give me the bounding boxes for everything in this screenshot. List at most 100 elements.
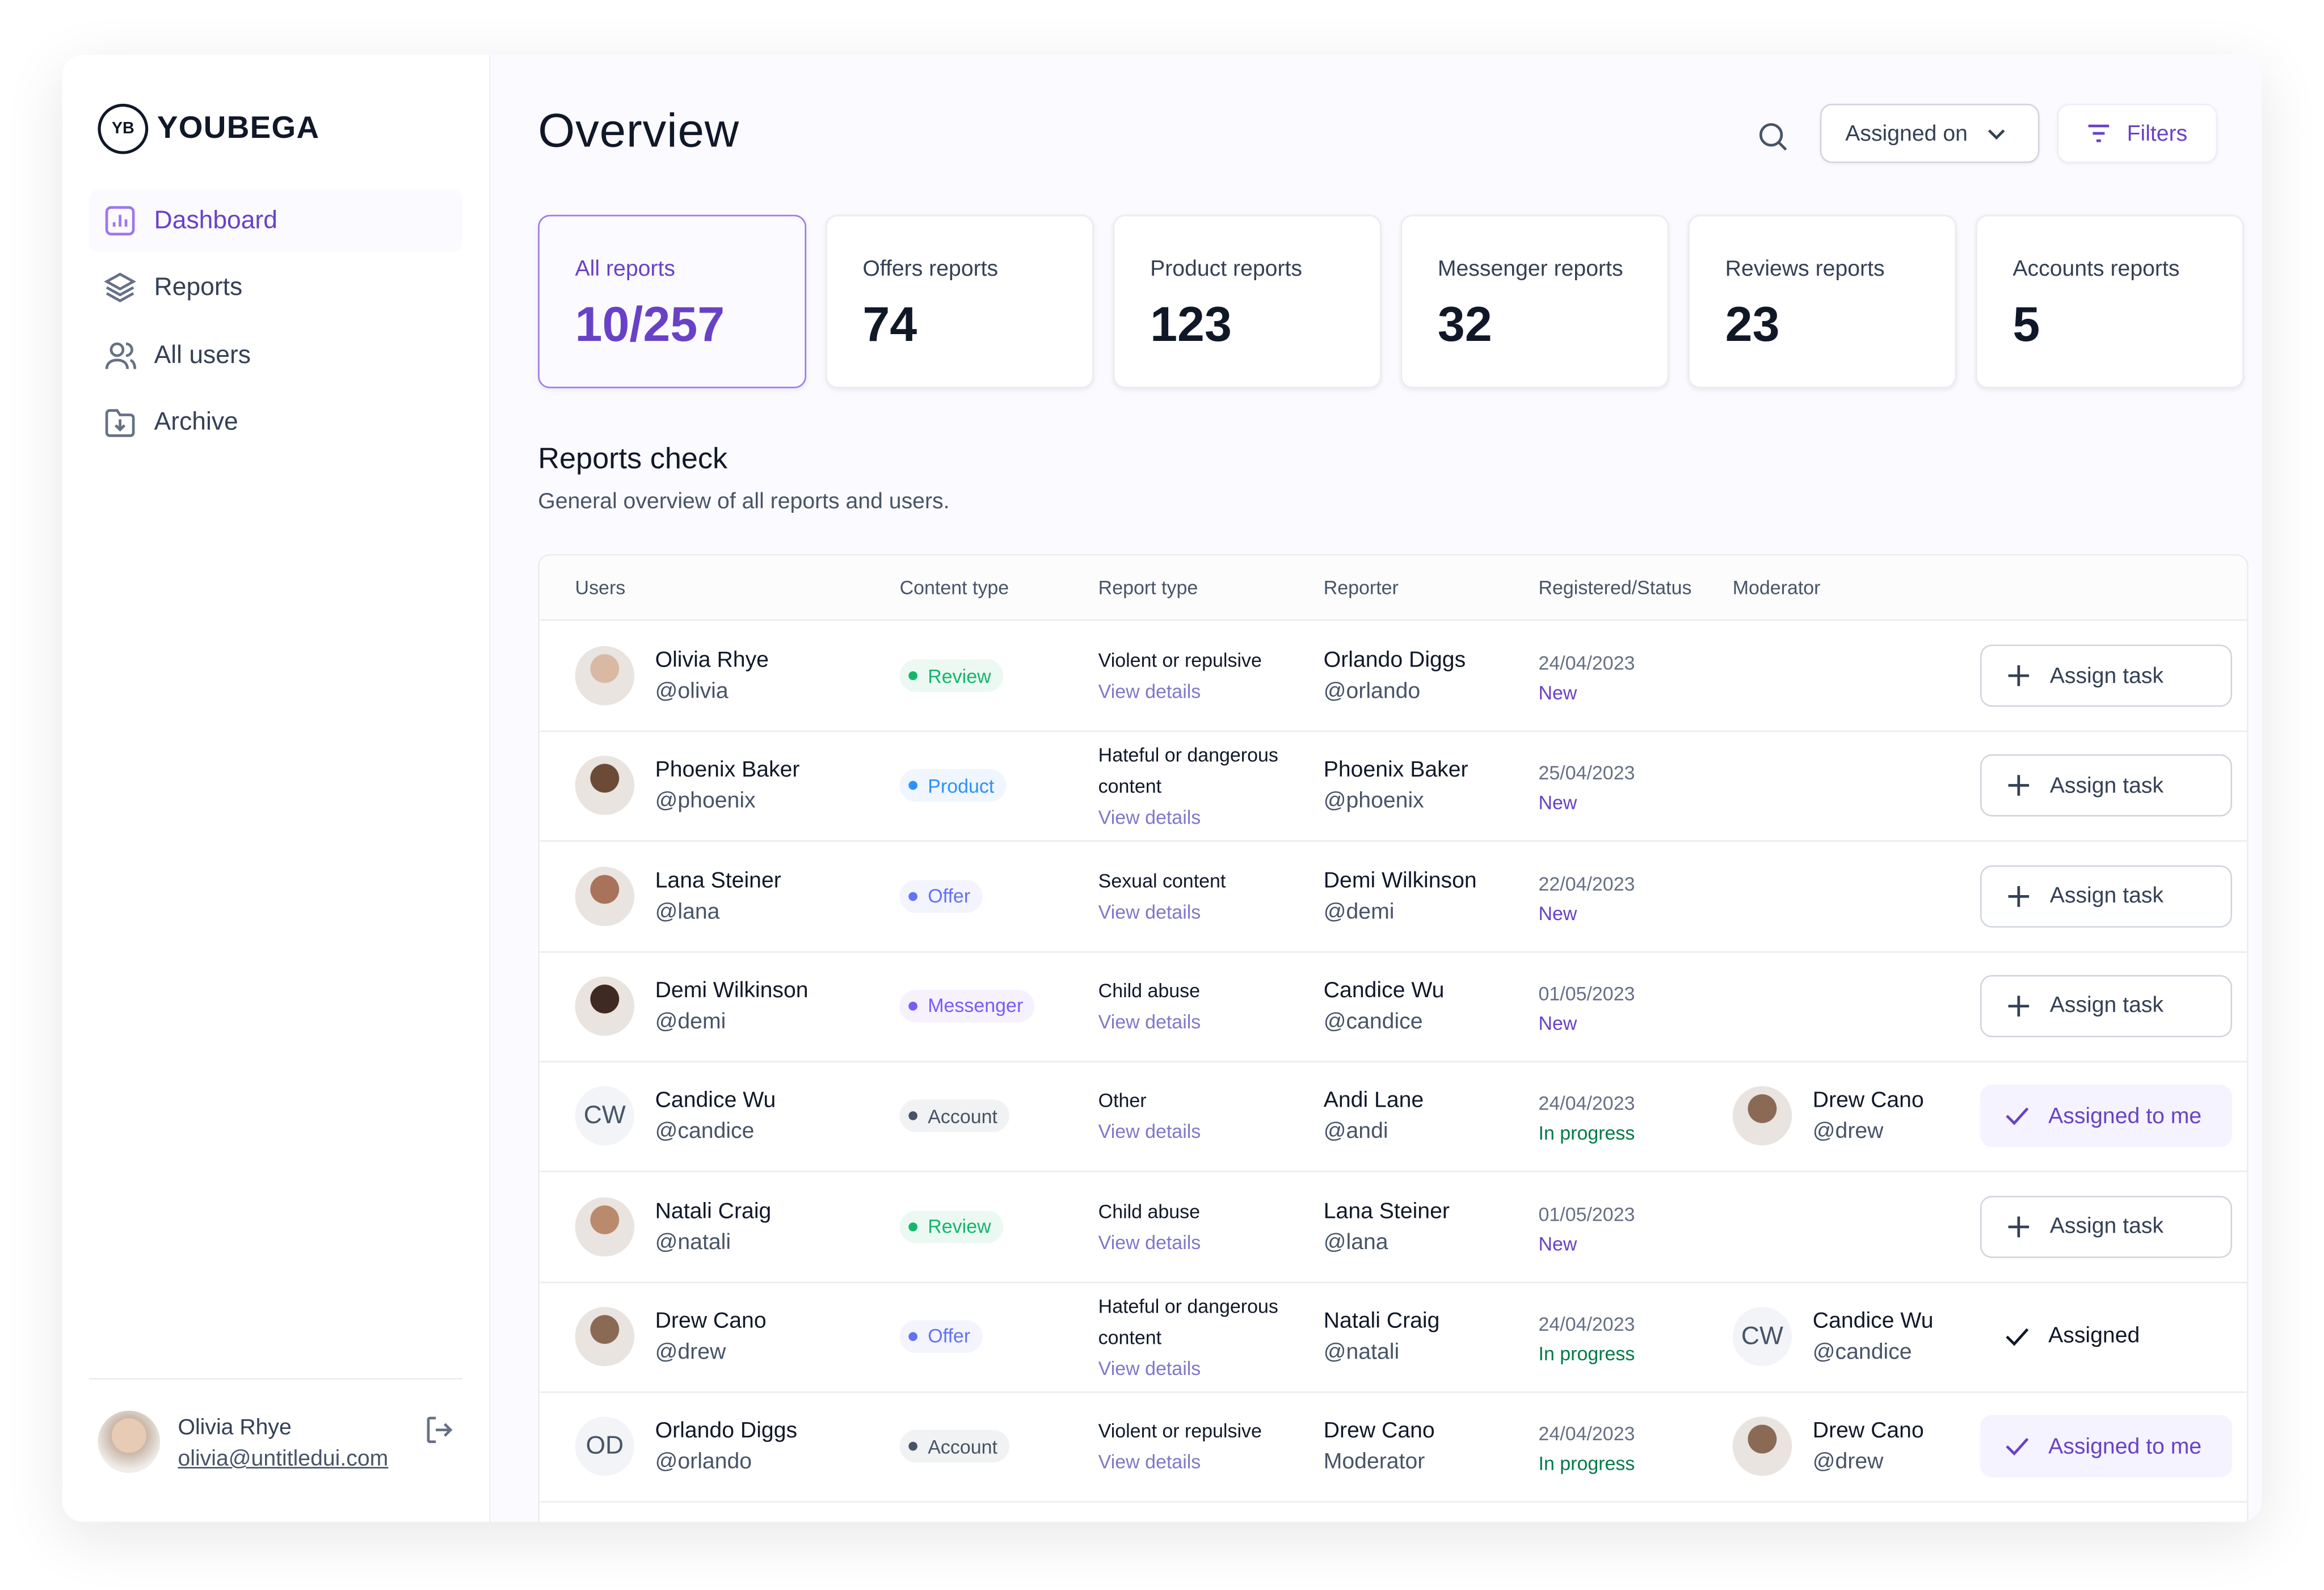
avatar-photo [575,756,635,816]
check-icon [2006,1107,2029,1125]
status: In progress [1538,1452,1635,1475]
action-button[interactable]: Assign task [1980,644,2233,707]
user-handle: @olivia [655,678,729,704]
stat-value: 23 [1725,296,1780,352]
stat-card[interactable]: Product reports 123 [1113,214,1382,389]
column-header: Report type [1098,576,1198,599]
avatar-photo [575,866,635,926]
report-type: Violent or repulsive [1098,649,1262,672]
action-button[interactable]: Assign task [1980,1195,2233,1258]
status: In progress [1538,1121,1635,1145]
view-details-link[interactable]: View details [1098,680,1201,703]
action-button[interactable]: Assigned to me [1980,1415,2233,1478]
nav-item[interactable]: Reports [89,256,462,319]
table-header: Users Content type Report type Reporter Regi… [539,555,2247,621]
stat-card[interactable]: All reports 10/257 [538,214,807,389]
nav-item[interactable]: All users [89,324,462,387]
avatar-photo [575,646,635,706]
moderator-handle: @drew [1812,1119,1884,1145]
view-details-link[interactable]: View details [1098,1010,1201,1033]
reporter-name: Demi Wilkinson [1323,867,1477,893]
user-name: Olivia Rhye [655,647,769,673]
user-handle: @lana [655,899,720,924]
main: Overview Assigned on Filters All reports… [489,55,2262,1522]
nav-item[interactable]: Dashboard [89,189,463,252]
view-details-link[interactable]: View details [1098,1450,1201,1473]
action-button[interactable]: Assign task [1980,975,2233,1037]
filters-label: Filters [2127,120,2188,146]
stat-label: Accounts reports [2013,256,2180,282]
action-button[interactable]: Assigned [1980,1305,2233,1368]
stat-card[interactable]: Offers reports 74 [826,214,1094,389]
action-button[interactable]: Assign task [1980,754,2233,817]
table-row: OD Orlando Diggs @orlando Account Violent or… [539,1391,2247,1503]
date: 24/04/2023 [1538,1422,1635,1445]
status: In progress [1538,1342,1635,1365]
moderator-name: Candice Wu [1812,1308,1934,1334]
filters-button[interactable]: Filters [2057,103,2217,163]
action-label: Assigned to me [2048,1433,2202,1459]
check-icon [2006,1438,2029,1456]
stat-label: Messenger reports [1437,256,1623,282]
stat-value: 123 [1150,296,1232,352]
table-row: Demi Wilkinson @demi Messenger Child abuse V… [539,951,2247,1062]
user-email[interactable]: olivia@untitledui.com [178,1446,389,1471]
content-badge: Messenger [899,989,1035,1023]
user-handle: @candice [655,1119,755,1145]
action-button[interactable]: Assigned to me [1980,1085,2233,1148]
stat-value: 10/257 [575,296,725,352]
reporter-handle: @phoenix [1323,788,1424,814]
view-details-link[interactable]: View details [1098,1357,1201,1380]
badge-label: Offer [928,884,971,907]
badge-label: Offer [928,1325,971,1348]
report-type: Child abuse [1098,1199,1201,1222]
user-handle: @natali [655,1229,731,1255]
section-subtitle: General overview of all reports and user… [538,489,950,514]
badge-dot [908,1331,917,1341]
check-icon [2006,1328,2029,1346]
app-window: YB YOUBEGA Dashboard Reports All users A… [62,54,2262,1522]
user-name: Natali Craig [655,1197,772,1224]
view-details-link[interactable]: View details [1098,1120,1201,1143]
avatar-photo [575,1196,635,1256]
sort-button[interactable]: Assigned on [1820,103,2040,163]
stat-card[interactable]: Reviews reports 23 [1688,214,1957,389]
view-details-link[interactable]: View details [1098,900,1201,923]
table-row: Lana Steiner @lana Offer Sexual content View… [539,841,2247,952]
avatar-initials: CW [1732,1306,1792,1366]
search-icon[interactable] [1757,120,1789,153]
avatar-photo [575,976,635,1036]
action-label: Assigned to me [2048,1103,2202,1129]
action-button[interactable]: Assign task [1980,864,2233,927]
stat-card[interactable]: Accounts reports 5 [1976,214,2244,389]
user-handle: @orlando [655,1449,752,1475]
badge-label: Account [928,1435,997,1458]
reporter-handle: @orlando [1323,678,1421,704]
user-name: Demi Wilkinson [655,977,809,1003]
stat-label: Offers reports [862,256,999,282]
logout-icon[interactable] [424,1414,456,1446]
divider [89,1378,463,1380]
nav-item[interactable]: Archive [89,391,462,454]
badge-label: Account [928,1104,997,1128]
moderator-name: Drew Cano [1812,1418,1924,1444]
moderator-handle: @candice [1812,1339,1912,1365]
user-handle: @demi [655,1009,726,1035]
action-label: Assign task [2049,883,2164,909]
column-header: Users [575,576,626,599]
stat-card[interactable]: Messenger reports 32 [1400,214,1669,389]
stat-value: 5 [2013,296,2040,352]
view-details-link[interactable]: View details [1098,806,1201,829]
action-label: Assign task [2049,993,2164,1019]
user-name: Lana Steiner [655,867,781,893]
report-type: Sexual content [1098,869,1226,892]
content-badge: Offer [899,1319,983,1353]
avatar-photo [575,1306,635,1366]
moderator-handle: @drew [1812,1449,1884,1475]
content-badge: Product [899,769,1007,802]
sort-label: Assigned on [1845,120,1968,146]
nav-label: Reports [154,272,243,301]
view-details-link[interactable]: View details [1098,1230,1201,1253]
